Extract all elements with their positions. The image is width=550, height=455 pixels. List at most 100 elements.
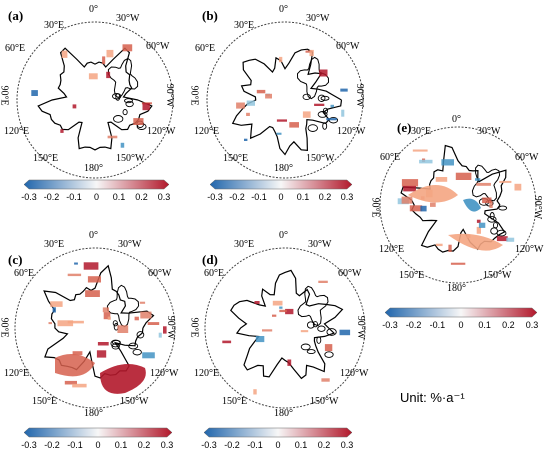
colorbar-tick: -0.1	[67, 440, 83, 450]
colorbar-gradient	[384, 307, 538, 318]
colorbar-tick: -0.2	[224, 440, 240, 450]
label-30w: 30°W	[308, 239, 332, 250]
label-120e: 120°E	[4, 368, 30, 379]
panel-label: (e)	[397, 120, 412, 135]
label-180: 180°	[84, 163, 103, 174]
label-150w: 150°W	[306, 153, 335, 164]
label-60e: 60°E	[14, 268, 35, 279]
colorbar-tick: 0.3	[160, 440, 174, 450]
colorbar-tick: 0.2	[318, 192, 332, 202]
label-60w: 60°W	[336, 41, 360, 52]
colorbar-tick: 0.2	[135, 192, 148, 202]
colorbar-tick: -0.2	[405, 320, 422, 330]
label-60e: 60°E	[5, 43, 26, 54]
label-150w: 150°W	[120, 396, 149, 407]
label-0: 0°	[89, 4, 98, 15]
label-60e: 60°E	[204, 268, 225, 279]
label-30w: 30°W	[116, 13, 140, 24]
colorbar-tick: -0.1	[429, 320, 446, 330]
label-180: 180°	[274, 408, 293, 419]
colorbar-e: -0.3 -0.2 -0.1 0 0.1 0.2 0.3	[382, 307, 539, 332]
label-60w: 60°W	[146, 41, 170, 52]
colorbar-tick: -0.3	[382, 320, 398, 330]
colorbar-tick: -0.1	[66, 192, 82, 202]
label-150w: 150°W	[310, 396, 339, 407]
polar-map	[206, 21, 364, 179]
colorbar-tick: -0.2	[44, 440, 60, 450]
colorbar-c: -0.3 -0.2 -0.1 0 0.1 0.2 0.3	[21, 427, 174, 452]
label-60w: 60°W	[338, 268, 362, 279]
label-120e: 120°E	[194, 126, 220, 137]
polar-map	[379, 126, 537, 284]
panel-label: (c)	[8, 252, 23, 267]
colorbar-tick: -0.3	[21, 440, 37, 450]
label-90e: 90°E	[188, 317, 200, 338]
panel-label: (a)	[8, 8, 24, 23]
label-0: 0°	[279, 4, 288, 15]
colorbar-d: -0.3 -0.2 -0.1 0 0.1 0.2 0.3	[201, 427, 354, 452]
colorbar-tick: 0	[278, 192, 284, 202]
polar-map	[14, 247, 176, 409]
label-120w: 120°W	[340, 368, 369, 379]
colorbar-tick: -0.1	[247, 440, 263, 450]
label-0: 0°	[89, 230, 98, 241]
label-60w: 60°W	[148, 268, 172, 279]
label-150e: 150°E	[32, 396, 58, 407]
colorbar-tick: 0.1	[114, 440, 128, 450]
colorbar-b: -0.3 -0.2 -0.1 0 0.1 0.2 0.3	[207, 179, 354, 204]
colorbar-tick: 0.2	[137, 440, 151, 450]
label-30w: 30°W	[118, 239, 142, 250]
label-90e: 90°E	[0, 317, 10, 338]
unit-label: Unit: %·a⁻¹	[400, 390, 465, 405]
colorbar-tick: 0.1	[478, 320, 491, 330]
colorbar-tick: -0.3	[201, 440, 217, 450]
label-180: 180°	[274, 163, 293, 174]
colorbar-gradient	[23, 427, 173, 438]
label-0: 0°	[452, 114, 461, 125]
colorbar-tick: 0.3	[525, 320, 539, 330]
label-60w: 60°W	[515, 152, 539, 163]
colorbar-tick: 0.1	[294, 440, 308, 450]
label-120w: 120°W	[147, 126, 176, 137]
label-30e: 30°E	[44, 20, 65, 31]
label-90w: 90°W	[165, 315, 177, 340]
label-120w: 120°W	[337, 126, 366, 137]
label-150e: 150°E	[223, 153, 249, 164]
label-120e: 120°E	[194, 368, 220, 379]
colorbar-tick: -0.3	[207, 192, 223, 202]
label-120e: 120°E	[4, 126, 30, 137]
label-30w: 30°W	[477, 126, 501, 137]
label-30e: 30°E	[234, 239, 255, 250]
colorbar-tick: 0.1	[296, 192, 310, 202]
panel-d: (d) 0° 30°W 30°E 60°W 60°E 90°W 90°E 120…	[188, 228, 375, 428]
colorbar-tick: 0.2	[317, 440, 331, 450]
label-120e: 120°E	[379, 244, 405, 255]
label-90e: 90°E	[369, 197, 381, 218]
label-90w: 90°W	[354, 83, 366, 108]
panel-e: (e) 0° 30°W 30°E 60°W 60°E 90°W 90°E 120…	[365, 110, 550, 310]
colorbar-tick: 0	[458, 320, 464, 330]
label-120w: 120°W	[515, 244, 544, 255]
colorbar-tick: -0.2	[43, 192, 60, 202]
colorbar-gradient	[209, 179, 353, 190]
label-0: 0°	[279, 230, 288, 241]
label-60e: 60°E	[195, 43, 216, 54]
colorbar-tick: 0	[93, 192, 100, 202]
colorbar-tick: 0	[95, 440, 101, 450]
label-30e: 30°E	[234, 20, 255, 31]
panel-b: (b) 0° 30°W 30°E 60°W 60°E 90°W 90°E 120…	[188, 0, 375, 200]
colorbar-tick: 0.3	[340, 440, 354, 450]
label-30e: 30°E	[44, 239, 65, 250]
label-30w: 30°W	[306, 13, 330, 24]
colorbar-tick: -0.1	[251, 192, 267, 202]
label-90e: 90°E	[188, 85, 200, 106]
label-90e: 90°E	[0, 85, 10, 106]
panel-c: (c) 0° 30°W 30°E 60°W 60°E 90°W 90°E 120…	[0, 228, 185, 428]
colorbar-tick: -0.3	[21, 192, 37, 202]
panel-label: (d)	[202, 252, 218, 267]
colorbar-tick: -0.2	[229, 192, 245, 202]
label-150e: 150°E	[399, 270, 425, 281]
colorbar-tick: 0.3	[340, 192, 354, 202]
colorbar-tick: 0.2	[502, 320, 515, 330]
label-90w: 90°W	[164, 83, 176, 108]
